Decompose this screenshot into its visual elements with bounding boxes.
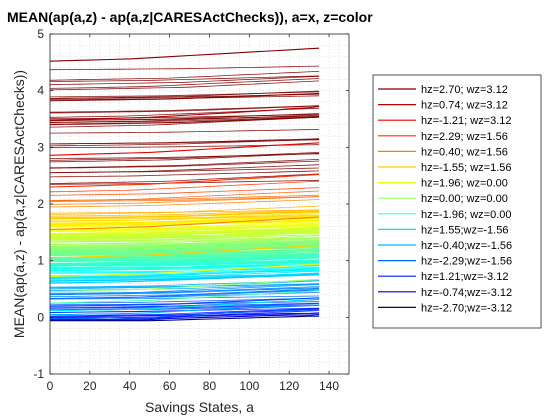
legend-label: hz=2.29; wz=1.56 (421, 131, 508, 143)
y-tick-label: 1 (37, 254, 44, 268)
legend-label: hz=2.70; wz=3.12 (421, 84, 508, 96)
legend-label: hz=1.21;wz=-3.12 (421, 271, 508, 283)
y-tick-label: 2 (37, 197, 44, 211)
legend-label: hz=-2.70;wz=-3.12 (421, 302, 512, 314)
x-tick-label: 80 (203, 379, 217, 393)
legend-label: hz=-0.74;wz=-3.12 (421, 287, 512, 299)
x-tick-label: 60 (163, 379, 177, 393)
legend-label: hz=0.40; wz=1.56 (421, 146, 508, 158)
x-tick-label: 100 (239, 379, 259, 393)
legend-label: hz=-1.55; wz=1.56 (421, 162, 512, 174)
x-tick-label: 40 (123, 379, 137, 393)
x-tick-label: 120 (279, 379, 299, 393)
legend-label: hz=-0.40;wz=-1.56 (421, 240, 512, 252)
legend-label: hz=1.96; wz=0.00 (421, 178, 508, 190)
x-tick-label: 140 (319, 379, 339, 393)
y-tick-label: 5 (37, 27, 44, 41)
legend-label: hz=-2.29;wz=-1.56 (421, 256, 512, 268)
x-tick-label: 0 (47, 379, 54, 393)
x-axis-label: Savings States, a (145, 399, 254, 415)
y-tick-label: 4 (37, 84, 44, 98)
legend-label: hz=0.00; wz=0.00 (421, 193, 508, 205)
y-tick-label: 3 (37, 140, 44, 154)
y-tick-label: -1 (33, 367, 44, 381)
legend: hz=2.70; wz=3.12 hz=0.74; wz=3.12 hz=-1.21… (373, 75, 541, 328)
legend-label: hz=1.55;wz=-1.56 (421, 224, 508, 236)
legend-label: hz=-1.96; wz=0.00 (421, 209, 512, 221)
y-tick-label: 0 (37, 310, 44, 324)
y-axis-label: MEAN(ap(a,z) - ap(a,z|CARESActChecks)) (11, 70, 27, 338)
legend-label: hz=0.74; wz=3.12 (421, 100, 508, 112)
chart-title: MEAN(ap(a,z) - ap(a,z|CARESActChecks)), … (7, 9, 373, 25)
x-tick-label: 20 (83, 379, 97, 393)
legend-label: hz=-1.21; wz=3.12 (421, 115, 512, 127)
